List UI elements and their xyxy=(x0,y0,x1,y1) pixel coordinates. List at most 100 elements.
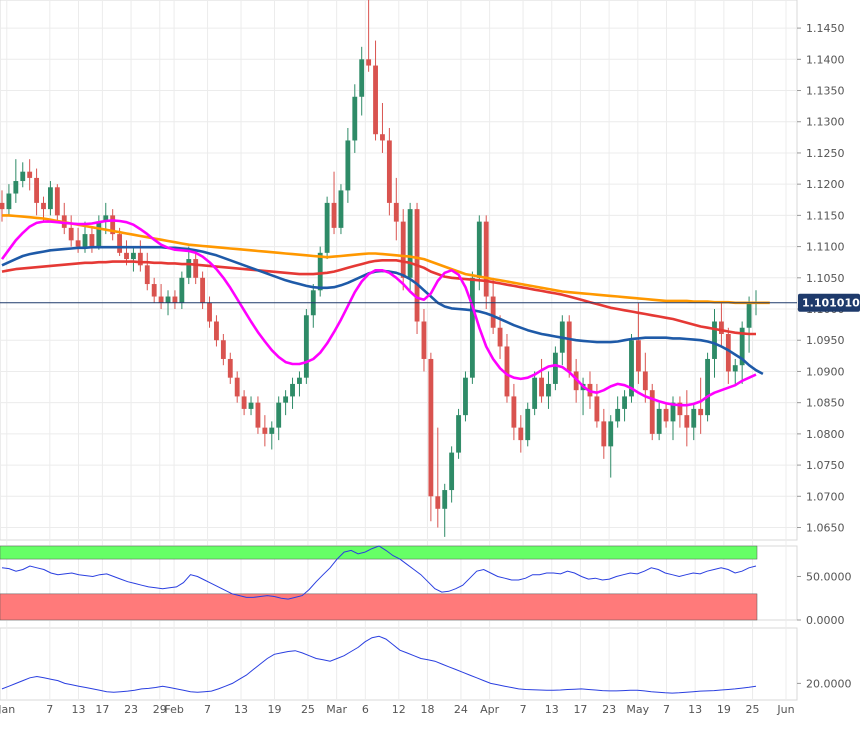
candle-body xyxy=(82,234,88,247)
moving-average-line xyxy=(2,214,770,305)
candle-body xyxy=(601,421,607,447)
candle-body xyxy=(684,415,690,428)
x-tick-label: 23 xyxy=(124,703,138,716)
y-tick-label: 1.1200 xyxy=(806,178,845,191)
candle-body xyxy=(456,415,461,453)
candle-body xyxy=(649,390,655,434)
x-tick-label: 17 xyxy=(95,703,109,716)
x-tick-label: Mar xyxy=(326,703,347,716)
x-tick-label: 19 xyxy=(717,703,731,716)
y-tick-label: 1.0900 xyxy=(806,365,845,378)
candle-body xyxy=(20,171,26,182)
current-price-label-bg xyxy=(798,293,860,312)
candle-body xyxy=(68,227,74,241)
candle-body xyxy=(546,383,551,397)
x-tick-label: 29 xyxy=(153,703,167,716)
moving-average-line xyxy=(0,219,757,407)
candle-body xyxy=(739,327,745,366)
candle-body xyxy=(511,396,517,428)
candle-body xyxy=(705,358,710,416)
x-tick-label: 7 xyxy=(204,703,211,716)
candle-body xyxy=(276,402,282,428)
candle-body xyxy=(54,187,60,216)
candle-body xyxy=(518,427,524,441)
candle-body xyxy=(131,252,136,260)
candle-body xyxy=(615,408,621,422)
candle-body xyxy=(483,221,489,297)
candle-body xyxy=(698,408,704,416)
candle-body xyxy=(428,358,434,497)
y-tick-label: 1.0750 xyxy=(806,459,845,472)
candle-body xyxy=(207,302,212,322)
x-tick-label: 7 xyxy=(520,703,527,716)
candle-body xyxy=(366,59,372,66)
y-tick-label: 1.1300 xyxy=(806,116,845,129)
candle-body xyxy=(27,171,33,178)
candle-body xyxy=(324,202,330,253)
rsi-line xyxy=(1,545,757,600)
candle-body xyxy=(552,352,558,384)
candle-body xyxy=(303,315,309,378)
y-tick-label: 1.0650 xyxy=(806,522,845,535)
x-tick-label: 24 xyxy=(454,703,468,716)
candle-body xyxy=(214,321,219,341)
x-tick-label: 23 xyxy=(602,703,616,716)
x-tick-label: 13 xyxy=(545,703,559,716)
x-tick-label: Feb xyxy=(164,703,183,716)
candle-body xyxy=(622,396,627,409)
candle-body xyxy=(34,177,40,203)
candle-body xyxy=(712,321,717,359)
candle-body xyxy=(262,427,268,434)
rsi-zone xyxy=(0,545,758,560)
candle-body xyxy=(407,209,413,278)
candle-body xyxy=(186,259,192,278)
candle-body xyxy=(255,402,261,428)
adx-line xyxy=(1,635,757,694)
candle-body xyxy=(449,452,455,491)
candle-body xyxy=(380,134,385,141)
x-tick-label: 13 xyxy=(234,703,248,716)
x-tick-label: 25 xyxy=(301,703,315,716)
candle-body xyxy=(48,187,53,210)
candle-body xyxy=(13,181,19,194)
rsi-y-tick-label: 50.0000 xyxy=(806,570,852,583)
candle-body xyxy=(670,402,676,422)
candle-body xyxy=(490,296,496,328)
x-tick-label: 25 xyxy=(746,703,760,716)
current-price-label: 1.101010 xyxy=(802,297,860,310)
candle-body xyxy=(220,340,226,359)
y-tick-label: 1.0700 xyxy=(806,490,845,503)
x-tick-label: 19 xyxy=(267,703,281,716)
x-tick-label: 12 xyxy=(392,703,406,716)
candle-body xyxy=(89,234,95,247)
y-tick-label: 1.1250 xyxy=(806,147,845,160)
candle-body xyxy=(137,252,143,266)
candle-body xyxy=(691,408,697,428)
x-tick-label: 7 xyxy=(663,703,670,716)
y-tick-label: 1.0950 xyxy=(806,334,845,347)
x-tick-label: 18 xyxy=(420,703,434,716)
candle-body xyxy=(642,371,648,391)
candle-body xyxy=(6,193,12,210)
candle-body xyxy=(297,377,302,384)
candle-body xyxy=(566,321,572,372)
y-tick-label: 1.1450 xyxy=(806,22,845,35)
y-tick-label: 1.1050 xyxy=(806,272,845,285)
rsi-zone xyxy=(0,593,758,621)
y-tick-label: 1.1350 xyxy=(806,85,845,98)
candle-body xyxy=(144,265,150,285)
rsi-y-tick-label: 0.0000 xyxy=(806,614,845,627)
candle-body xyxy=(269,427,275,434)
candle-body xyxy=(663,408,669,422)
candle-body xyxy=(746,302,752,328)
adx-y-tick-label: 20.0000 xyxy=(806,677,852,690)
x-tick-label: 13 xyxy=(688,703,702,716)
candle-body xyxy=(172,296,178,303)
candle-body xyxy=(352,96,358,141)
candle-body xyxy=(629,340,634,397)
candle-body xyxy=(345,140,351,191)
candle-body xyxy=(248,402,254,409)
candle-body xyxy=(594,396,600,422)
